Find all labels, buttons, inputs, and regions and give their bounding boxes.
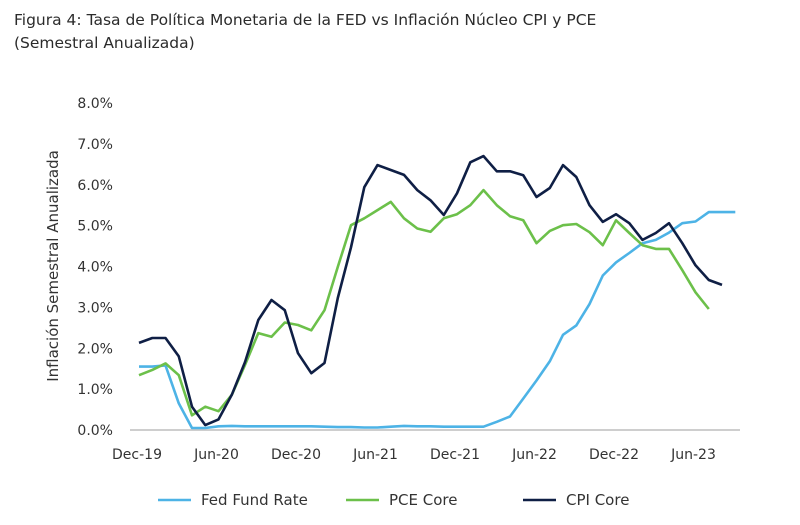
y-tick-label: 5.0% xyxy=(77,219,113,235)
x-tick-label: Dec-21 xyxy=(430,447,480,463)
y-tick-label: 7.0% xyxy=(77,137,113,153)
y-axis-label: Inflación Semestral Anualizada xyxy=(44,150,62,382)
x-tick-label: Dec-19 xyxy=(112,447,162,463)
y-tick-label: 4.0% xyxy=(77,260,113,276)
legend-item: Fed Fund Rate xyxy=(158,491,308,509)
y-tick-label: 2.0% xyxy=(77,341,113,357)
y-tick-label: 8.0% xyxy=(77,96,113,112)
series-line-cpi-core xyxy=(138,154,723,427)
x-tick-label: Dec-20 xyxy=(271,447,321,463)
legend-item: CPI Core xyxy=(523,491,629,509)
legend-item: PCE Core xyxy=(346,491,457,509)
x-tick-label: Jun-21 xyxy=(352,447,398,463)
chart-title-line2: (Semestral Anualizada) xyxy=(14,34,195,52)
y-tick-label: 3.0% xyxy=(77,300,113,316)
legend-label: CPI Core xyxy=(566,491,629,509)
series-lines xyxy=(138,154,736,430)
x-tick-label: Jun-22 xyxy=(511,447,557,463)
series-line-fed-fund-rate xyxy=(139,210,736,430)
y-tick-label: 6.0% xyxy=(77,178,113,194)
y-tick-label: 1.0% xyxy=(77,382,113,398)
x-tick-label: Dec-22 xyxy=(589,447,639,463)
legend-label: PCE Core xyxy=(389,491,457,509)
x-ticks: Dec-19 Jun-20 Dec-20 Jun-21 Dec-21 Jun-22 Dec-… xyxy=(112,447,716,463)
legend: Fed Fund Rate PCE Core CPI Core xyxy=(158,491,629,509)
chart-title: Figura 4: Tasa de Política Monetaria de … xyxy=(14,9,596,55)
y-ticks: 0.0% 1.0% 2.0% 3.0% 4.0% 5.0% 6.0% 7.0% 8.0% xyxy=(77,96,113,439)
x-tick-label: Jun-23 xyxy=(670,447,716,463)
x-tick-label: Jun-20 xyxy=(193,447,239,463)
legend-label: Fed Fund Rate xyxy=(201,491,308,509)
series-line-pce-core xyxy=(138,188,710,417)
chart-title-line1: Figura 4: Tasa de Política Monetaria de … xyxy=(14,11,597,29)
y-tick-label: 0.0% xyxy=(77,423,113,439)
